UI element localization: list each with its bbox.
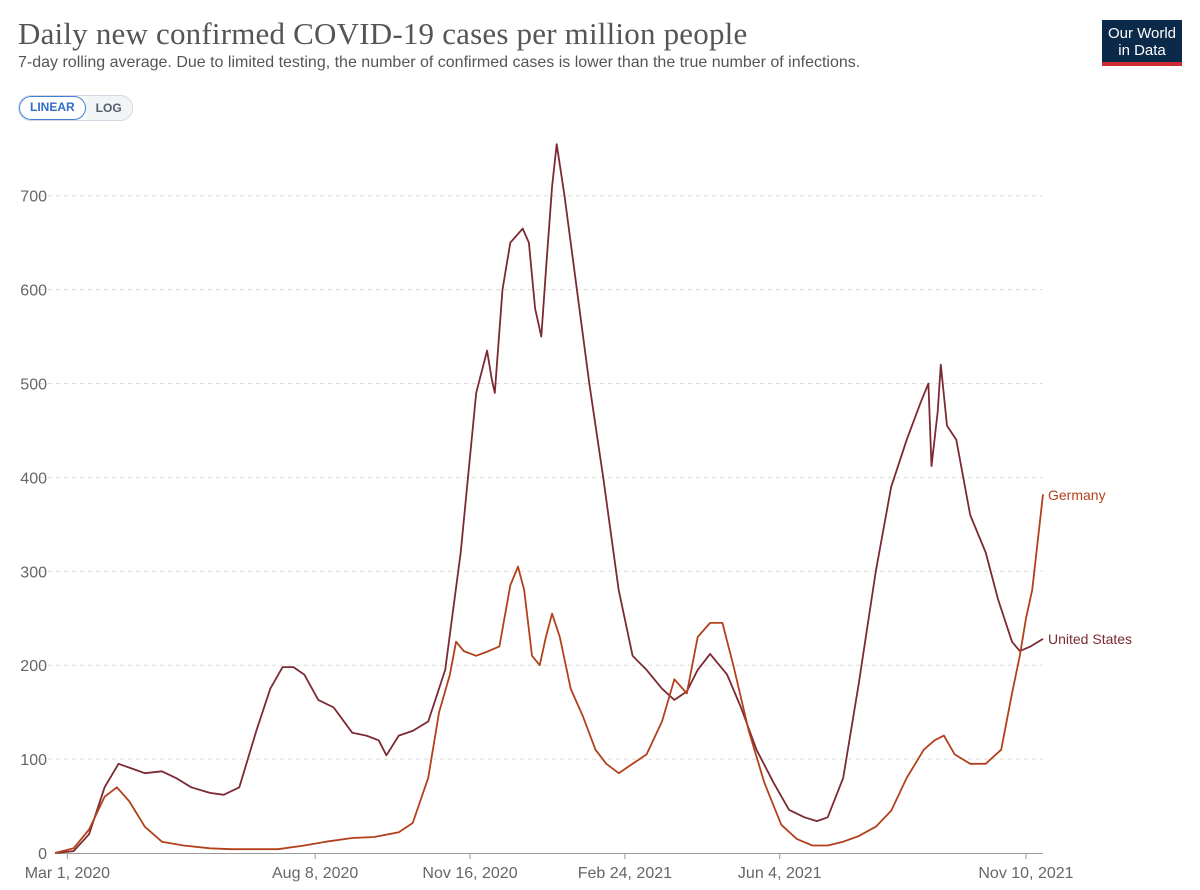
x-axis: Mar 1, 2020 Aug 8, 2020 Nov 16, 2020 Feb 24…: [25, 853, 1074, 882]
x-tick-label: Aug 8, 2020: [272, 865, 358, 882]
our-world-in-data-logo[interactable]: Our World in Data: [1102, 20, 1182, 66]
x-tick-label: Nov 10, 2021: [978, 865, 1073, 882]
y-axis-ticks: 0 100 200 300 400 500 600 700: [20, 189, 47, 863]
y-tick-label: 300: [20, 564, 47, 581]
y-tick-label: 200: [20, 658, 47, 675]
logo-line-2: in Data: [1118, 42, 1166, 59]
scale-toggle: LINEAR LOG: [18, 95, 133, 121]
chart-subtitle: 7-day rolling average. Due to limited te…: [18, 54, 861, 71]
logo-line-1: Our World: [1107, 25, 1177, 42]
y-tick-label: 100: [20, 752, 47, 769]
x-tick-label: Mar 1, 2020: [25, 865, 110, 882]
y-tick-label: 0: [38, 846, 47, 863]
y-tick-label: 700: [20, 189, 47, 206]
log-scale-button[interactable]: LOG: [85, 96, 132, 120]
gridlines: [40, 195, 1043, 760]
y-tick-label: 400: [20, 470, 47, 487]
x-tick-label: Feb 24, 2021: [578, 865, 672, 882]
series-line-germany[interactable]: [54, 494, 1044, 854]
series-labels: United States Germany: [1048, 487, 1132, 647]
series-label-united-states[interactable]: United States: [1048, 631, 1132, 647]
series-label-germany[interactable]: Germany: [1048, 487, 1106, 503]
x-tick-label: Jun 4, 2021: [738, 865, 822, 882]
linear-scale-button[interactable]: LINEAR: [19, 96, 86, 120]
chart-title: Daily new confirmed COVID-19 cases per m…: [18, 16, 748, 51]
series-line-united-states[interactable]: [54, 143, 1044, 854]
y-tick-label: 600: [20, 283, 47, 300]
y-tick-label: 500: [20, 377, 47, 394]
x-tick-label: Nov 16, 2020: [422, 865, 517, 882]
series-lines: [54, 143, 1044, 854]
